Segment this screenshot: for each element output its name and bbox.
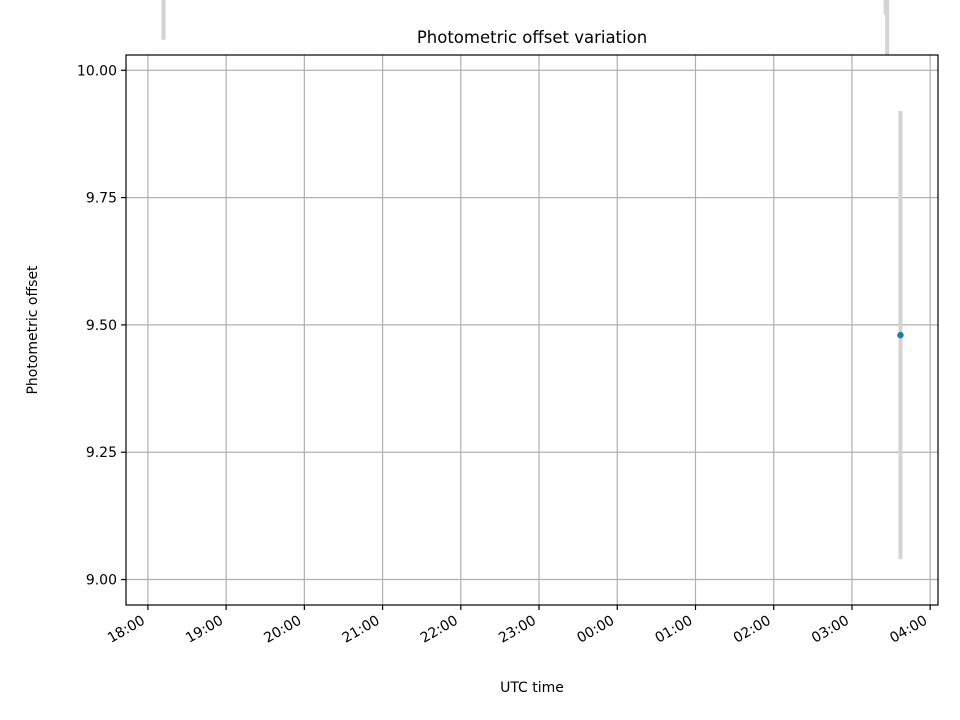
y-tick-label: 9.00 (86, 573, 117, 589)
y-axis-label: Photometric offset (25, 265, 41, 395)
plot-frame (125, 54, 939, 606)
y-tick-label: 9.75 (86, 191, 117, 207)
x-axis-label: UTC time (500, 680, 564, 696)
grid (126, 55, 938, 605)
y-tick-label: 9.50 (86, 318, 117, 334)
data-point (897, 331, 904, 339)
y-tick-label: 10.00 (77, 63, 117, 79)
chart-title: Photometric offset variation (417, 28, 647, 47)
data-points (897, 331, 904, 339)
y-tick-label: 9.25 (86, 445, 117, 461)
